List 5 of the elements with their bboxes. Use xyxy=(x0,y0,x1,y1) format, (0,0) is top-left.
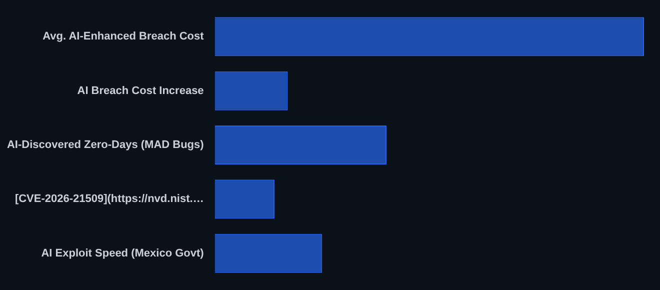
y-tick-label: [CVE-2026-21509](https://nvd.nist.… xyxy=(14,193,204,206)
y-tick-label: Avg. AI-Enhanced Breach Cost xyxy=(42,30,204,43)
y-tick-label: AI Breach Cost Increase xyxy=(77,84,204,97)
y-tick-label: AI Exploit Speed (Mexico Govt) xyxy=(41,247,204,260)
y-tick-label: AI-Discovered Zero-Days (MAD Bugs) xyxy=(6,139,204,152)
